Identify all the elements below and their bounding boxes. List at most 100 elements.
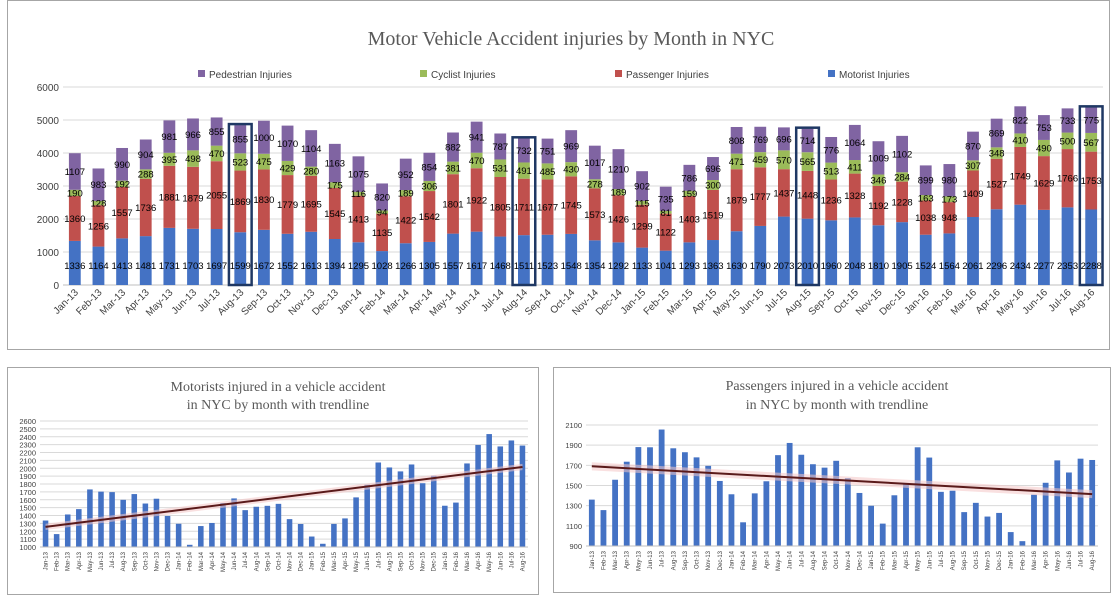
pedestrian-injuries-data-label: 787 [492,142,508,153]
trend-x-tick-label: Jul-13 [660,550,666,567]
trend-x-tick-label: Mar-15 [332,551,338,571]
cyclist-injuries-data-label: 567 [1083,138,1099,149]
passenger-injuries-data-label: 1753 [1081,176,1102,187]
cyclist-injuries-bar [328,182,341,189]
passenger-injuries-data-label: 1360 [64,214,85,225]
passenger-injuries-bar [730,169,743,232]
cyclist-injuries-bar [1085,132,1098,152]
cyclist-injuries-data-label: 498 [185,154,201,165]
pedestrian-injuries-data-label: 855 [232,135,248,146]
passenger-injuries-data-label: 1409 [962,189,983,200]
trend-x-tick-label: Feb-16 [1020,550,1026,570]
pedestrian-injuries-data-label: 904 [138,150,154,161]
passenger-injuries-bar [423,191,436,242]
motorist-injuries-data-label: 1599 [230,261,251,272]
trend-bar [275,503,282,547]
cyclist-injuries-bar [612,189,625,196]
cyclist-injuries-data-label: 189 [398,189,414,200]
pedestrian-injuries-data-label: 1070 [277,139,298,150]
trend-bar [120,499,126,547]
cyclist-injuries-data-label: 470 [209,149,225,160]
cyclist-injuries-data-label: 288 [138,170,154,181]
trend-bar [464,463,470,547]
trend-x-tick-label: Mar-15 [892,550,898,570]
passenger-injuries-bar [896,181,908,223]
pedestrian-injuries-data-label: 820 [374,192,390,203]
passenger-injuries-data-label: 1545 [324,209,345,220]
pedestrian-injuries-data-label: 980 [941,176,957,187]
pedestrian-injuries-bar [612,149,625,190]
motorist-injuries-bar [825,220,838,285]
cyclist-injuries-data-label: 459 [752,155,768,166]
pedestrian-injuries-bar [470,121,483,153]
trend-y-tick-label: 1600 [19,496,36,505]
trend-bar [1031,494,1037,546]
trend-x-tick-label: Dec-14 [299,551,305,571]
cyclist-injuries-bar [163,152,176,166]
trend-x-tick-label: Apr-13 [77,551,83,570]
trend-x-tick-label: Oct-15 [410,551,416,570]
passenger-injuries-data-label: 1677 [537,203,558,214]
trend-y-tick-label: 1100 [20,535,36,544]
passenger-injuries-data-label: 2055 [206,191,227,202]
passenger-injuries-data-label: 1135 [372,228,392,239]
trend-x-tick-label: Dec-15 [997,550,1003,570]
main-x-tick-label: May-13 [144,287,176,319]
motorist-injuries-bar [210,228,223,285]
trend-bar [198,526,204,547]
trend-x-tick-label: May-13 [88,551,94,572]
pedestrian-injuries-bar [990,118,1003,148]
cyclist-injuries-data-label: 116 [351,189,366,200]
motorist-injuries-data-label: 1564 [939,261,960,272]
cyclist-injuries-bar [754,152,767,168]
cyclist-injuries-data-label: 346 [871,176,887,187]
trend-bar [658,429,665,546]
main-x-tick-label: Dec-13 [310,287,341,318]
pedestrian-injuries-bar [116,147,128,181]
passenger-injuries-data-label: 1573 [584,210,605,221]
trend-x-tick-label: Feb-15 [881,550,887,570]
motorist-injuries-data-label: 1354 [584,261,605,272]
passenger-injuries-bar [399,196,412,244]
pedestrian-injuries-data-label: 966 [185,130,201,141]
trend-x-tick-label: Nov-14 [288,551,294,571]
motorist-injuries-data-label: 1630 [726,261,747,272]
cyclist-injuries-bar [683,190,696,197]
passenger-injuries-data-label: 1749 [1010,171,1031,182]
trend-bar [320,543,326,547]
pedestrian-injuries-legend-swatch [198,70,205,77]
passenger-chart-panel: Passengers injured in a vehicle accident… [553,367,1111,593]
trend-x-tick-label: Jun-15 [927,550,933,569]
trend-bar [508,440,515,547]
passenger-injuries-data-label: 1542 [419,212,440,223]
motorist-injuries-data-label: 2010 [797,261,818,272]
motorist-injuries-bar [990,209,1003,285]
trend-x-tick-label: Mar-14 [753,550,759,570]
trend-bar [961,512,968,546]
trend-x-tick-label: Jul-13 [110,551,116,568]
pedestrian-injuries-bar [659,186,672,211]
pedestrian-injuries-bar [447,132,459,162]
main-y-tick-label: 3000 [37,182,60,193]
motorist-injuries-bar [234,232,247,285]
passenger-injuries-bar [659,213,672,251]
stacked-injuries-chart: Motor Vehicle Accident injuries by Month… [37,28,1104,319]
trend-x-tick-label: Dec-13 [718,550,724,570]
trend-bar [775,455,781,546]
pedestrian-injuries-data-label: 732 [516,146,532,157]
cyclist-injuries-data-label: 410 [1012,136,1028,147]
trend-y-tick-label: 1900 [565,441,582,450]
trend-x-tick-label: Jan-15 [869,550,875,569]
trend-x-tick-label: Apr-15 [904,550,910,569]
pedestrian-injuries-bar [1085,107,1098,133]
passenger-trend-chart: Passengers injured in a vehicle accident… [565,379,1098,571]
cyclist-injuries-bar [68,189,81,197]
main-y-tick-label: 4000 [37,149,60,160]
trend-x-tick-label: Nov-14 [846,550,852,570]
motorist-injuries-bar [967,216,979,285]
trend-bar [397,471,404,547]
trend-bar [1042,482,1049,546]
cyclist-injuries-bar [919,195,932,201]
cyclist-injuries-data-label: 159 [681,189,697,200]
pedestrian-injuries-bar [778,127,790,151]
